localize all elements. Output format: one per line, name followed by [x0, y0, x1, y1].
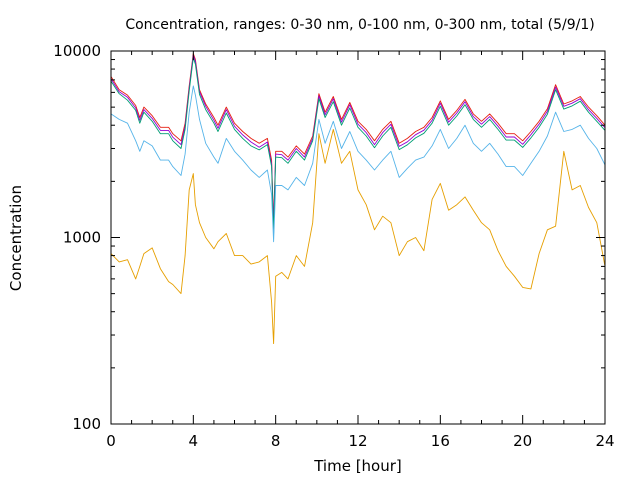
ticks-layer: 0 4 8 12 16 20 24 100 1000 10000: [53, 42, 614, 450]
series-line-2: [110, 54, 606, 229]
y-tick-label: 1000: [63, 229, 101, 247]
x-tick-label: 20: [513, 432, 532, 450]
y-tick-label: 10000: [53, 42, 101, 60]
series-line-4: [110, 85, 606, 243]
x-tick-label: 0: [106, 432, 116, 450]
x-tick-label: 8: [271, 432, 281, 450]
x-tick-label: 16: [431, 432, 450, 450]
y-axis-label: Concentration: [7, 185, 25, 291]
series-line-5: [110, 128, 606, 345]
series-line-3: [110, 57, 606, 234]
x-tick-label: 12: [348, 432, 367, 450]
y-tick-label: 100: [72, 415, 101, 433]
x-axis-label: Time [hour]: [313, 457, 402, 475]
series-layer: [110, 53, 606, 345]
plot-frame: [110, 50, 606, 425]
x-tick-label: 4: [189, 432, 199, 450]
x-tick-label: 24: [595, 432, 614, 450]
chart-title: Concentration, ranges: 0-30 nm, 0-100 nm…: [125, 17, 594, 33]
